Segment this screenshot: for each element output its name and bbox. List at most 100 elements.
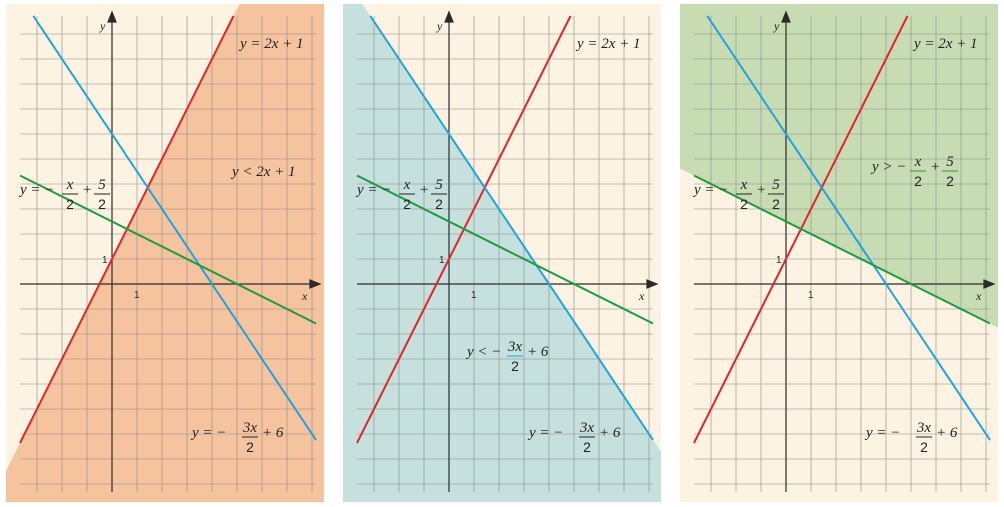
blue-line-equation: y = −3x2+ 6 — [190, 420, 284, 455]
x-axis-label: x — [975, 289, 982, 303]
equation-text: y = 2x + 1 — [912, 36, 978, 52]
equation-text: y = − — [527, 425, 563, 441]
fraction-numerator: 5 — [772, 177, 780, 193]
y-tick-label: 1 — [776, 255, 782, 266]
fraction-numerator: x — [403, 177, 411, 193]
y-axis-label: y — [436, 19, 443, 33]
fraction-numerator: 5 — [98, 177, 106, 193]
equation-text: y = − — [692, 182, 728, 198]
y-axis-arrow — [107, 10, 117, 23]
inequality-label: y < −3x2+ 6 — [465, 339, 549, 374]
green-line — [693, 174, 991, 325]
y-tick-label: 1 — [102, 255, 108, 266]
y-axis-label: y — [773, 19, 780, 33]
fraction-numerator: 3x — [242, 420, 258, 436]
axes — [694, 10, 996, 492]
equation-plus: + — [756, 182, 766, 198]
equation-text: y = − — [190, 425, 226, 441]
fraction: 52 — [768, 177, 784, 212]
fraction-denominator: 2 — [435, 196, 443, 212]
y-axis-arrow — [444, 10, 454, 23]
fraction-denominator: 2 — [66, 196, 74, 212]
x-axis-label: x — [638, 289, 645, 303]
fraction-denominator: 2 — [772, 196, 780, 212]
blue-line-equation: y = −3x2+ 6 — [527, 420, 621, 455]
equation-text: + 6 — [936, 425, 958, 441]
x-axis-arrow — [983, 279, 996, 289]
fraction-denominator: 2 — [914, 173, 922, 189]
equation-text: y = 2x + 1 — [575, 36, 641, 52]
fraction-denominator: 2 — [946, 173, 954, 189]
x-axis-label: x — [301, 289, 308, 303]
fraction-numerator: 5 — [946, 154, 954, 170]
green-line-equation: y = − x2+ 52 — [355, 177, 447, 212]
solution-region — [343, 4, 661, 502]
fraction-denominator: 2 — [246, 439, 254, 455]
red-line-equation: y = 2x + 1 — [575, 36, 641, 52]
fraction: 52 — [431, 177, 447, 212]
fraction-denominator: 2 — [98, 196, 106, 212]
solution-region — [6, 4, 324, 502]
fraction: 3x2 — [507, 339, 523, 374]
y-axis-label: y — [99, 19, 106, 33]
red-line-equation: y = 2x + 1 — [912, 36, 978, 52]
x-tick-label: 1 — [471, 290, 477, 301]
fraction: 3x2 — [242, 420, 258, 455]
fraction-numerator: 5 — [435, 177, 443, 193]
inequality-label: y < 2x + 1 — [230, 164, 296, 180]
green-line-equation: y = − x2+ 52 — [18, 177, 110, 212]
inequality-text: y < − — [465, 344, 501, 360]
x-tick-label: 1 — [808, 290, 814, 301]
green-line-equation: y = − x2+ 52 — [692, 177, 784, 212]
x-axis-arrow — [646, 279, 659, 289]
fraction: x2 — [910, 154, 926, 189]
inequality-text: + 6 — [527, 344, 549, 360]
fraction-denominator: 2 — [920, 439, 928, 455]
equation-text: + 6 — [262, 425, 284, 441]
fraction-denominator: 2 — [740, 196, 748, 212]
green-line — [19, 174, 317, 325]
equation-text: y = − — [864, 425, 900, 441]
fraction: x2 — [399, 177, 415, 212]
fraction-denominator: 2 — [583, 439, 591, 455]
inequality-plus: + — [930, 159, 940, 175]
fraction-numerator: 3x — [916, 420, 932, 436]
fraction: 3x2 — [579, 420, 595, 455]
fraction-numerator: 3x — [579, 420, 595, 436]
blue-line-equation: y = −3x2+ 6 — [864, 420, 958, 455]
fraction: 52 — [942, 154, 958, 189]
fraction-numerator: 3x — [507, 339, 523, 355]
fraction-denominator: 2 — [403, 196, 411, 212]
y-axis-arrow — [781, 10, 791, 23]
blue-line — [369, 15, 654, 441]
fraction-numerator: x — [740, 177, 748, 193]
axes — [20, 10, 322, 492]
inequality-text: y < 2x + 1 — [230, 164, 296, 180]
solution-region — [680, 4, 998, 328]
equation-text: y = − — [355, 182, 391, 198]
x-axis-arrow — [309, 279, 322, 289]
fraction: 52 — [94, 177, 110, 212]
equation-text: y = 2x + 1 — [238, 36, 304, 52]
fraction: x2 — [736, 177, 752, 212]
fraction-numerator: x — [66, 177, 74, 193]
axes — [357, 10, 659, 492]
y-tick-label: 1 — [439, 255, 445, 266]
blue-line — [706, 15, 991, 441]
green-line — [356, 174, 654, 325]
equation-text: y = − — [18, 182, 54, 198]
equation-plus: + — [82, 182, 92, 198]
fraction-numerator: x — [914, 154, 922, 170]
fraction: 3x2 — [916, 420, 932, 455]
blue-line — [32, 15, 317, 441]
fraction: x2 — [62, 177, 78, 212]
equation-plus: + — [419, 182, 429, 198]
inequality-text: y > − — [870, 159, 906, 175]
inequality-label: y > − x2+ 52 — [870, 154, 958, 189]
fraction-denominator: 2 — [511, 358, 519, 374]
